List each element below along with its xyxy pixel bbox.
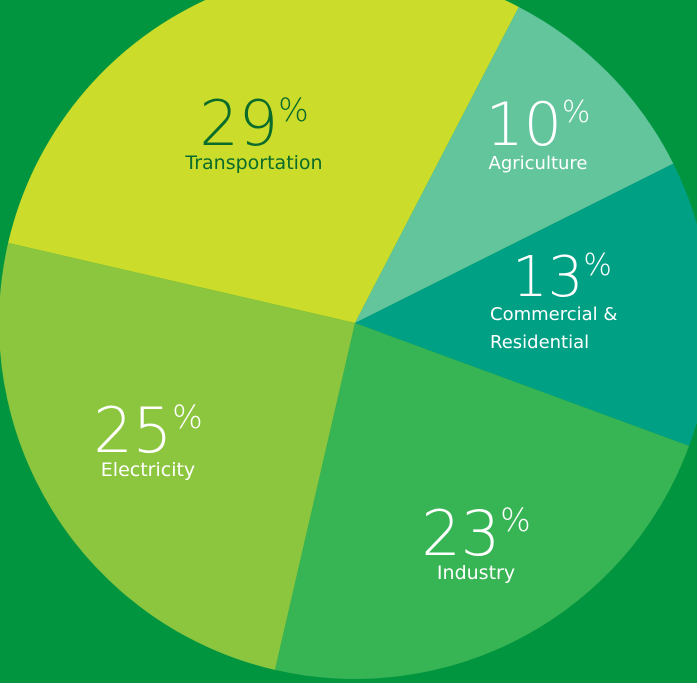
slice-label-commercial-and-residential: 13%Commercial &Residential <box>490 245 617 353</box>
slice-value-number: 29 <box>199 87 278 160</box>
slice-category-label: Transportation <box>184 152 322 174</box>
slice-value: 29% <box>199 87 308 160</box>
slice-value-number: 13 <box>512 245 583 310</box>
slice-value: 13% <box>512 245 612 310</box>
pie-slice-industry <box>274 323 690 680</box>
slice-category-label: Residential <box>490 332 589 353</box>
slice-value-number: 25 <box>93 394 172 467</box>
slice-label-electricity: 25%Electricity <box>93 394 202 481</box>
slice-value-percent-sign: % <box>562 95 591 130</box>
slice-value-percent-sign: % <box>172 398 202 436</box>
slice-value-percent-sign: % <box>500 501 530 539</box>
slice-value: 10% <box>486 90 591 160</box>
slice-value-percent-sign: % <box>278 91 308 129</box>
pie-slice-agriculture <box>355 6 674 323</box>
slice-value-percent-sign: % <box>583 248 612 283</box>
slice-value-number: 10 <box>486 90 562 160</box>
slice-value-number: 23 <box>421 497 500 570</box>
slice-category-label: Commercial & <box>490 304 617 325</box>
pie-labels: 29%Transportation10%Agriculture13%Commer… <box>93 87 617 584</box>
pie-slice-transportation <box>8 0 519 323</box>
slice-label-industry: 23%Industry <box>421 497 530 584</box>
slice-label-agriculture: 10%Agriculture <box>486 90 591 174</box>
pie-slice-commercial-and-residential <box>355 163 697 446</box>
slice-value: 25% <box>93 394 202 467</box>
slice-category-label: Electricity <box>101 459 195 481</box>
pie-slice-electricity <box>0 242 355 670</box>
slice-category-label: Agriculture <box>489 153 588 174</box>
slice-label-transportation: 29%Transportation <box>184 87 322 174</box>
slice-value: 23% <box>421 497 530 570</box>
slice-category-label: Industry <box>437 562 515 584</box>
